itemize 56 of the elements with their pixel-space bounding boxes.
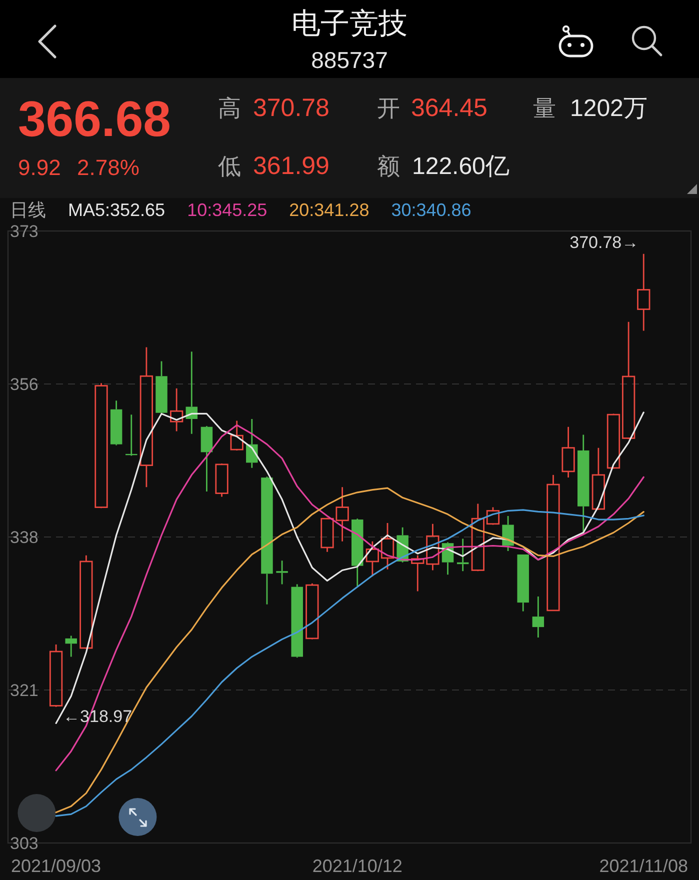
y-tick-label: 303 — [10, 834, 38, 852]
chart-title: 电子竞技 — [292, 8, 408, 40]
text: 低 — [218, 153, 241, 179]
candlestick — [366, 540, 380, 578]
candlestick — [291, 584, 303, 658]
candlestick — [411, 554, 424, 592]
candlestick — [80, 554, 93, 650]
x-tick-label: 2021/09/03 — [10, 856, 102, 876]
text: 370.78 — [253, 94, 330, 122]
candlestick — [562, 426, 575, 478]
candlestick — [546, 474, 560, 612]
candlestick — [140, 346, 154, 488]
line-series — [55, 424, 644, 772]
candlestick — [276, 560, 288, 585]
text: 10:345.25 — [187, 200, 268, 220]
y-tick-label: 373 — [10, 222, 38, 240]
candlestick — [380, 522, 394, 570]
text: 1202万 — [570, 94, 648, 122]
candlestick — [426, 523, 440, 571]
candlestick — [471, 503, 484, 572]
text: 366.68 — [18, 91, 171, 147]
candlestick — [637, 253, 650, 332]
candlestick — [170, 388, 184, 432]
text: 2.78% — [77, 154, 140, 180]
candlestick — [200, 425, 213, 492]
text: 9.92 — [18, 154, 61, 180]
x-tick-label: 2021/10/12 — [312, 856, 402, 876]
candlestick — [622, 321, 636, 440]
candlestick — [502, 515, 514, 552]
candlestick — [156, 360, 168, 414]
candlestick — [65, 635, 77, 658]
candlestick — [261, 476, 273, 606]
text: 高 — [218, 95, 241, 121]
y-tick-label: 321 — [10, 680, 38, 700]
text: 364.45 — [411, 94, 488, 122]
y-tick-label: 338 — [10, 528, 38, 546]
legend-title: 日线 — [10, 200, 46, 220]
candlestick — [532, 596, 544, 638]
candlestick — [351, 518, 364, 587]
annotation: 370.78→ — [570, 232, 639, 252]
candlestick — [110, 400, 122, 446]
y-tick-label: 356 — [10, 374, 38, 394]
candlestick — [517, 554, 529, 612]
candlestick — [230, 420, 244, 452]
candlestick — [592, 447, 605, 511]
text: MA5:352.65 — [68, 200, 166, 220]
x-tick-label: 2021/11/08 — [599, 856, 688, 876]
text: 122.60亿 — [412, 152, 510, 180]
candlestick — [577, 434, 590, 534]
chart-subtitle: 885737 — [311, 47, 388, 73]
text: 量 — [533, 95, 556, 121]
text: 开 — [377, 95, 400, 121]
text: 361.99 — [253, 152, 330, 180]
text: 30:340.86 — [391, 200, 472, 220]
text: 20:341.28 — [289, 200, 370, 220]
text: 额 — [377, 153, 400, 179]
